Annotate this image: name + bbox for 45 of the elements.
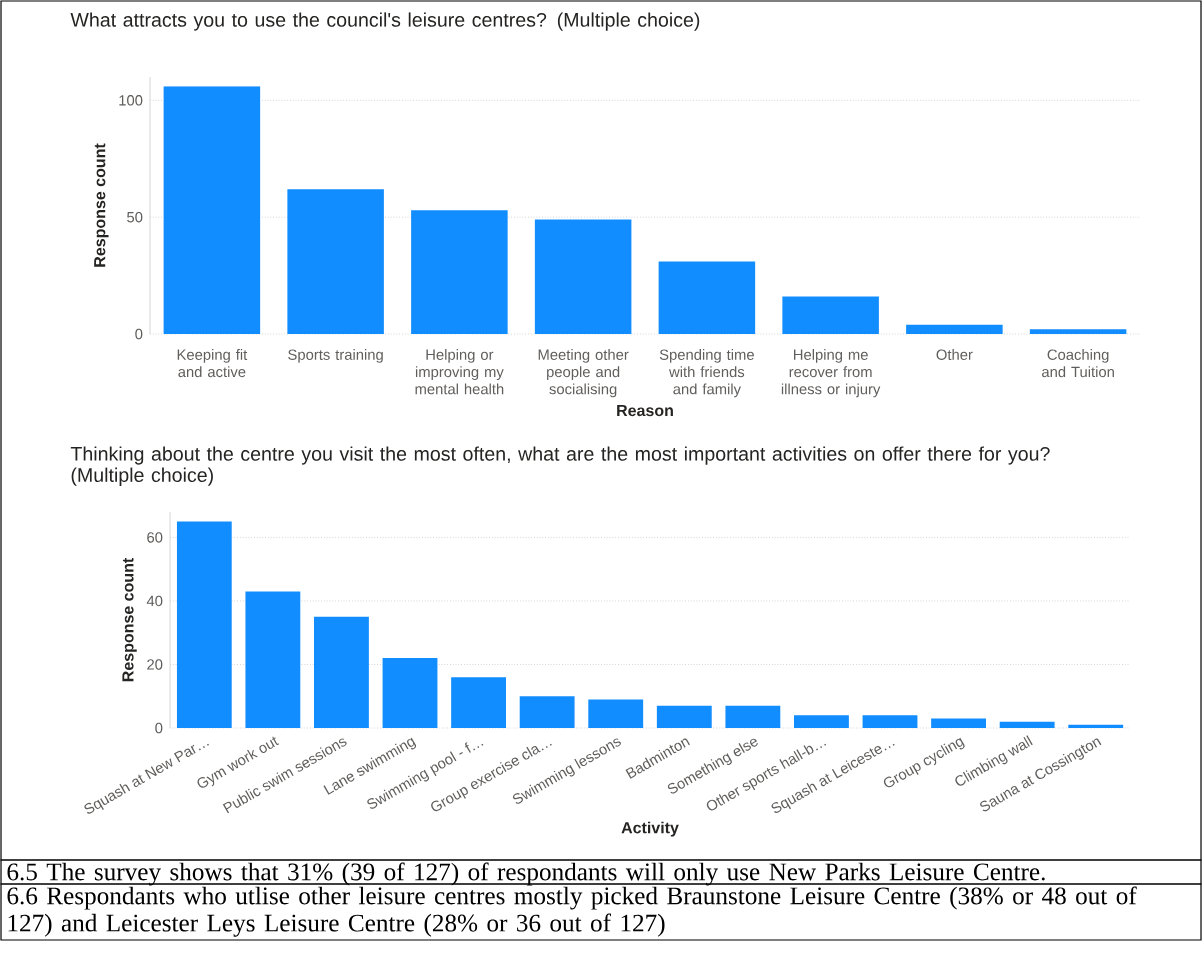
bar [782,296,879,334]
bar [245,591,301,728]
y-tick-label: 50 [127,211,143,223]
bar [999,721,1055,728]
bar [176,521,232,728]
text: 6.5 The survey shows that 31% (39 of 127) of respondants will only use New Parks Leisure Centre. [7,862,1045,886]
bar [794,715,849,728]
y-axis-title: Response count [122,557,137,682]
x-tick-label: Helping or improving my mental health [415,349,504,395]
bar [725,705,781,728]
bar [862,715,918,728]
x-tick-label: Keeping fit and active [177,349,248,378]
bar [656,705,712,728]
bar [519,696,575,728]
bar [1029,329,1127,334]
chart-title: What attracts you to use the council's leisure centres? (Multiple choice) [70,12,700,31]
y-tick-label: 0 [135,328,143,340]
bar [658,261,756,334]
bar [163,86,261,334]
x-axis-title: Reason [617,404,673,417]
x-tick-label: Sports training [288,349,383,363]
x-tick-label: Spending time with friends and family [659,349,754,398]
bar [451,677,507,728]
x-tick-label: Helping me recover from illness or injury [781,349,881,398]
text: 6.6 Respondants who utlise other leisure centres mostly picked Braunstone Leisure Centre (38% or 48 out of 127) and Leicester Leys Leisure Centre (28% or 36 out of 127) [7,886,1137,937]
bar [931,718,987,728]
x-tick-label: Coaching and Tuition [1042,349,1114,378]
y-tick-label: 40 [146,595,163,607]
y-axis-title: Response count [94,143,109,267]
bar [287,189,384,334]
bar [588,699,644,728]
y-tick-label: 0 [155,722,163,734]
chart-title: Thinking about the centre you visit the most often, what are the most important activities on offer there for you? (Multiple choice) [70,446,1050,486]
bar [411,210,508,334]
x-tick-label: Meeting other people and socialising [538,349,629,398]
x-axis-title: Activity [621,821,679,837]
bar [534,219,632,334]
x-tick-label: Other [936,349,973,360]
bar [1068,724,1124,728]
bar [382,658,438,728]
bar [906,324,1003,334]
bar [314,616,369,728]
y-tick-label: 100 [119,95,143,106]
y-tick-label: 20 [147,659,163,670]
y-tick-label: 60 [147,532,163,543]
